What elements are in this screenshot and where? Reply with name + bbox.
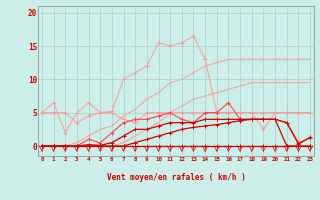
X-axis label: Vent moyen/en rafales ( km/h ): Vent moyen/en rafales ( km/h ) <box>107 174 245 182</box>
